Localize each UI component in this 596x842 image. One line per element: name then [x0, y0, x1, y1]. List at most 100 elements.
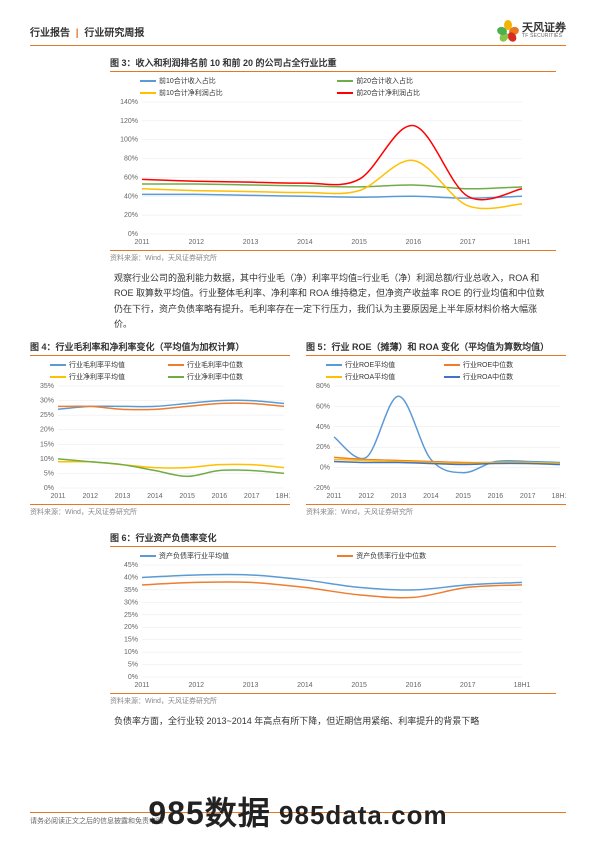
svg-text:2016: 2016 — [488, 493, 504, 500]
watermark-a: 985数据 — [148, 795, 270, 831]
chart5-legend: 行业ROE平均值行业ROE中位数行业ROA平均值行业ROA中位数 — [306, 360, 566, 382]
page-header: 行业报告 | 行业研究周报 天风证券 TF SECURITIES — [30, 20, 566, 46]
legend-swatch — [337, 80, 353, 82]
chart6-legend: 资产负债率行业平均值资产负债率行业中位数 — [110, 551, 556, 561]
legend-swatch — [50, 376, 66, 378]
svg-text:20%: 20% — [124, 212, 138, 219]
svg-text:40%: 40% — [124, 575, 138, 582]
legend-swatch — [168, 364, 184, 366]
hdr-separator: | — [76, 28, 79, 39]
legend-item: 资产负债率行业中位数 — [337, 551, 524, 561]
svg-text:2012: 2012 — [188, 239, 204, 246]
legend-item: 前10合计净利润占比 — [140, 88, 327, 98]
chart5-source: 资料来源：Wind，天风证券研究所 — [306, 504, 566, 517]
svg-text:0%: 0% — [44, 485, 54, 492]
svg-text:5%: 5% — [44, 471, 54, 478]
chart4-legend: 行业毛利率平均值 行业毛利率中位数行业净利率平均值 行业净利率中位数 — [30, 360, 290, 382]
svg-text:80%: 80% — [124, 156, 138, 163]
legend-swatch — [337, 92, 353, 94]
header-title: 行业报告 | 行业研究周报 — [30, 24, 144, 39]
svg-text:2014: 2014 — [297, 682, 313, 689]
hdr-section-a: 行业报告 — [30, 28, 70, 39]
chart5-block: 图 5：行业 ROE（摊薄）和 ROA 变化（平均值为算数均值） 行业ROE平均… — [306, 340, 566, 517]
legend-label: 前10合计净利润占比 — [159, 88, 223, 98]
svg-text:20%: 20% — [316, 444, 330, 451]
svg-text:140%: 140% — [120, 99, 138, 106]
chart4-block: 图 4：行业毛利率和净利率变化（平均值为加权计算） 行业毛利率平均值 行业毛利率中… — [30, 340, 290, 517]
legend-item: 资产负债率行业平均值 — [140, 551, 327, 561]
legend-item: 行业净利率中位数 — [168, 372, 276, 382]
svg-text:35%: 35% — [124, 587, 138, 594]
legend-label: 前10合计收入占比 — [159, 76, 216, 86]
legend-label: 行业ROE平均值 — [345, 360, 395, 370]
svg-text:2013: 2013 — [243, 239, 259, 246]
legend-swatch — [168, 376, 184, 378]
chart3-block: 图 3：收入和利润排名前 10 和前 20 的公司占全行业比重 前10合计收入占… — [110, 56, 556, 263]
svg-text:60%: 60% — [316, 404, 330, 411]
svg-text:2012: 2012 — [358, 493, 374, 500]
watermark: 985数据 985data.com — [0, 788, 596, 834]
svg-text:2011: 2011 — [326, 493, 341, 500]
svg-text:2015: 2015 — [179, 493, 195, 500]
legend-item: 行业ROE平均值 — [326, 360, 434, 370]
legend-item: 行业ROA中位数 — [444, 372, 552, 382]
legend-swatch — [140, 80, 156, 82]
chart4-source: 资料来源：Wind，天风证券研究所 — [30, 504, 290, 517]
svg-text:20%: 20% — [124, 624, 138, 631]
svg-text:2014: 2014 — [297, 239, 313, 246]
paragraph-2: 负债率方面，全行业较 2013~2014 年高点有所下降，但近期信用紧缩、利率提… — [110, 714, 556, 729]
svg-text:2017: 2017 — [244, 493, 260, 500]
svg-text:20%: 20% — [40, 427, 54, 434]
legend-label: 行业毛利率中位数 — [187, 360, 243, 370]
chart6-block: 图 6：行业资产负债率变化 资产负债率行业平均值资产负债率行业中位数 0% 5% 1… — [110, 531, 556, 706]
legend-item: 行业净利率平均值 — [50, 372, 158, 382]
svg-text:2014: 2014 — [423, 493, 439, 500]
chart4-title: 图 4：行业毛利率和净利率变化（平均值为加权计算） — [30, 340, 290, 356]
legend-label: 行业ROA中位数 — [463, 372, 513, 382]
legend-swatch — [326, 376, 342, 378]
legend-swatch — [444, 364, 460, 366]
legend-swatch — [140, 555, 156, 557]
svg-text:80%: 80% — [316, 383, 330, 390]
legend-swatch — [140, 92, 156, 94]
legend-label: 行业毛利率平均值 — [69, 360, 125, 370]
company-logo: 天风证券 TF SECURITIES — [497, 20, 566, 42]
svg-text:100%: 100% — [120, 137, 138, 144]
svg-text:5%: 5% — [128, 662, 138, 669]
legend-item: 行业ROE中位数 — [444, 360, 552, 370]
svg-text:2012: 2012 — [188, 682, 204, 689]
logo-text-en: TF SECURITIES — [522, 34, 566, 39]
legend-item: 前20合计收入占比 — [337, 76, 524, 86]
legend-item: 前20合计净利润占比 — [337, 88, 524, 98]
chart6-title: 图 6：行业资产负债率变化 — [110, 531, 556, 547]
legend-swatch — [337, 555, 353, 557]
chart3-legend: 前10合计收入占比 前20合计收入占比前10合计净利润占比 前20合计净利润占比 — [110, 76, 556, 98]
svg-text:18H1: 18H1 — [514, 239, 530, 246]
watermark-b: 985data.com — [279, 800, 448, 830]
legend-label: 行业净利率中位数 — [187, 372, 243, 382]
svg-text:2016: 2016 — [406, 239, 422, 246]
legend-label: 前20合计净利润占比 — [356, 88, 420, 98]
legend-item: 前10合计收入占比 — [140, 76, 327, 86]
svg-text:18H1: 18H1 — [276, 493, 290, 500]
svg-text:-20%: -20% — [314, 485, 330, 492]
svg-text:10%: 10% — [40, 456, 54, 463]
svg-text:0%: 0% — [320, 465, 330, 472]
svg-text:2016: 2016 — [212, 493, 228, 500]
svg-text:2016: 2016 — [406, 682, 422, 689]
svg-text:2014: 2014 — [147, 493, 163, 500]
svg-text:15%: 15% — [124, 637, 138, 644]
svg-text:2015: 2015 — [351, 682, 367, 689]
svg-text:120%: 120% — [120, 118, 138, 125]
hdr-section-b: 行业研究周报 — [84, 28, 144, 39]
svg-text:0%: 0% — [128, 674, 138, 681]
svg-text:30%: 30% — [40, 398, 54, 405]
svg-text:60%: 60% — [124, 174, 138, 181]
chart3-canvas: 0%20%40%60%80%100%120%140%20112012201320… — [110, 98, 556, 248]
svg-text:2015: 2015 — [351, 239, 367, 246]
legend-item: 行业毛利率中位数 — [168, 360, 276, 370]
legend-swatch — [50, 364, 66, 366]
svg-text:18H1: 18H1 — [514, 682, 530, 689]
svg-text:40%: 40% — [124, 193, 138, 200]
svg-text:2013: 2013 — [115, 493, 131, 500]
